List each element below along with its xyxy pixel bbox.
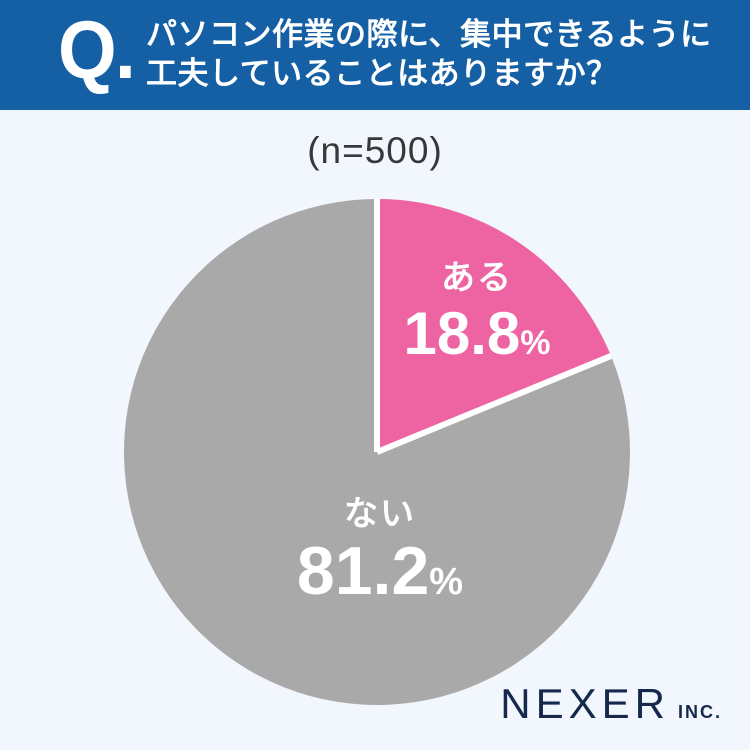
brand-suffix: INC. bbox=[678, 702, 722, 722]
q-logo: Q. bbox=[58, 5, 136, 96]
question-line-1: パソコン作業の際に、集中できるように bbox=[146, 17, 712, 52]
pie-slice-ある bbox=[377, 199, 612, 452]
question-header: Q. パソコン作業の際に、集中できるように 工夫していることはありますか？ bbox=[0, 0, 750, 110]
pie-slice-ない bbox=[123, 199, 630, 706]
question-line-2: 工夫していることはありますか？ bbox=[146, 56, 618, 91]
brand-name: NEXER bbox=[500, 680, 670, 727]
slice-separator bbox=[375, 353, 613, 455]
sample-size-label: (n=500) bbox=[307, 130, 443, 171]
question-text: パソコン作業の際に、集中できるように 工夫していることはありますか？ bbox=[146, 15, 711, 93]
brand-logo: NEXER INC. bbox=[500, 680, 722, 728]
